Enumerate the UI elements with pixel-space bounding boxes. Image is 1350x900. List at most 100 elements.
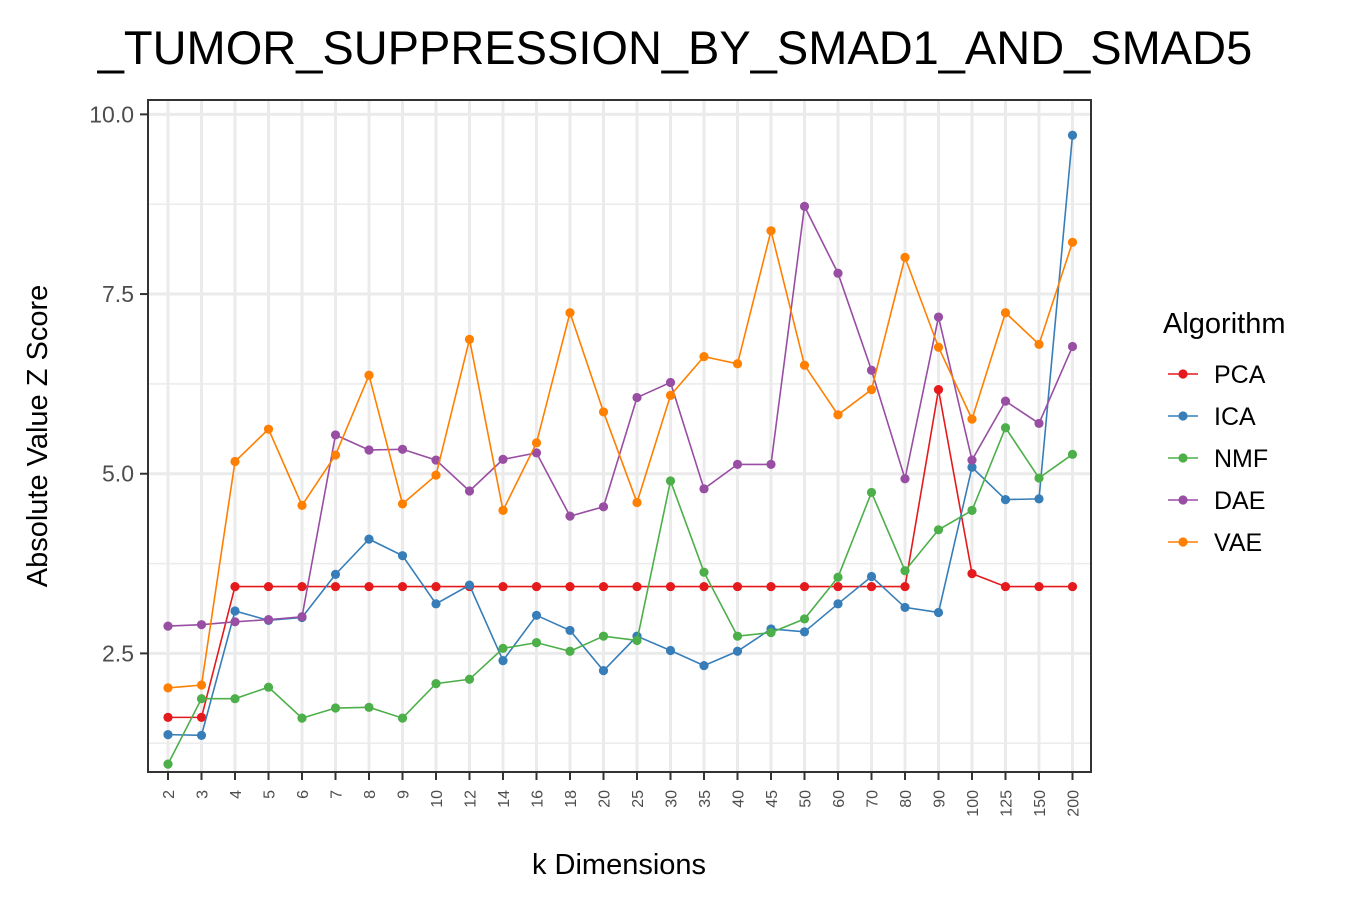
x-tick-label: 45	[764, 790, 781, 808]
data-point-dae	[732, 459, 743, 469]
x-tick-label: 100	[965, 790, 982, 817]
y-axis-title: Absolute Value Z Score	[22, 285, 54, 588]
data-point-dae	[297, 612, 307, 622]
legend-label: DAE	[1214, 487, 1265, 515]
data-point-dae	[364, 445, 374, 455]
data-point-vae	[933, 342, 944, 352]
legend-key-point	[1178, 495, 1188, 505]
legend-item-pca: PCA	[1168, 361, 1266, 389]
series-nmf	[163, 423, 1078, 769]
data-point-vae	[263, 424, 274, 434]
legend-title: Algorithm	[1163, 308, 1286, 340]
series-dae	[163, 201, 1078, 631]
data-point-pca	[766, 581, 776, 592]
x-tick-label: 90	[932, 790, 949, 808]
data-point-vae	[900, 252, 910, 262]
data-point-dae	[397, 444, 408, 454]
data-point-dae	[866, 365, 877, 375]
data-point-dae	[699, 484, 709, 494]
data-point-nmf	[163, 759, 173, 769]
data-point-vae	[196, 680, 207, 690]
data-point-nmf	[1034, 473, 1044, 483]
x-tick-label: 7	[329, 790, 346, 799]
data-point-dae	[665, 377, 676, 388]
data-point-ica	[665, 645, 676, 656]
data-point-vae	[297, 500, 307, 510]
data-point-nmf	[464, 674, 475, 684]
data-point-ica	[531, 610, 542, 620]
data-point-pca	[632, 581, 642, 592]
data-point-pca	[163, 712, 173, 722]
legend-items: PCA ICA NMF DAE VAE	[1168, 361, 1268, 557]
grid	[148, 100, 1091, 772]
data-point-nmf	[967, 505, 977, 515]
data-point-dae	[464, 486, 475, 496]
data-point-pca	[230, 581, 240, 592]
data-point-pca	[1034, 581, 1044, 592]
data-point-vae	[364, 370, 374, 380]
data-point-ica	[1000, 495, 1011, 505]
data-point-pca	[866, 581, 877, 592]
data-point-nmf	[230, 694, 240, 704]
x-axis: 2 3 4 5 6 7 8 9 10 12 14 16 18 20 25 30 35 40 45 50 60 70 80 90…	[161, 772, 1083, 817]
data-point-vae	[665, 390, 676, 400]
data-point-ica	[330, 569, 341, 579]
data-point-pca	[699, 581, 709, 592]
data-point-pca	[900, 581, 910, 592]
data-point-ica	[799, 627, 810, 637]
data-point-vae	[531, 438, 542, 448]
data-point-vae	[431, 470, 441, 480]
chart-title: _TUMOR_SUPPRESSION_BY_SMAD1_AND_SMAD5	[97, 21, 1252, 74]
data-point-ica	[464, 580, 475, 590]
series-line-pca	[168, 389, 1073, 719]
data-point-nmf	[799, 614, 810, 624]
data-point-nmf	[866, 487, 877, 498]
series-line-nmf	[167, 426, 1073, 765]
data-point-dae	[933, 312, 944, 322]
data-point-dae	[967, 455, 977, 465]
x-tick-label: 16	[530, 790, 547, 808]
x-tick-label: 70	[865, 790, 882, 808]
data-point-nmf	[263, 682, 274, 692]
x-tick-label: 80	[898, 790, 915, 808]
data-point-vae	[330, 450, 341, 460]
data-point-nmf	[900, 566, 910, 576]
data-point-pca	[565, 581, 575, 592]
data-point-nmf	[364, 702, 374, 712]
data-point-vae	[866, 385, 877, 395]
data-point-dae	[1067, 341, 1078, 352]
data-point-ica	[196, 730, 207, 740]
legend-key-point	[1178, 453, 1188, 463]
data-point-dae	[766, 459, 776, 469]
data-point-ica	[598, 666, 609, 676]
data-point-ica	[1067, 130, 1078, 140]
data-point-nmf	[665, 476, 676, 486]
data-point-nmf	[397, 713, 408, 723]
data-point-nmf	[565, 646, 575, 656]
data-point-dae	[799, 201, 810, 211]
data-point-nmf	[732, 631, 743, 641]
series-layer	[163, 130, 1078, 769]
legend-key-point	[1178, 411, 1188, 421]
data-point-dae	[230, 617, 240, 627]
data-point-ica	[699, 661, 709, 671]
data-point-dae	[263, 615, 274, 625]
data-point-pca	[498, 581, 508, 592]
data-point-dae	[196, 620, 207, 630]
data-point-pca	[330, 581, 341, 592]
data-point-pca	[799, 581, 810, 592]
data-point-ica	[967, 462, 977, 472]
data-point-pca	[933, 385, 944, 395]
data-point-vae	[732, 359, 743, 369]
legend-item-dae: DAE	[1168, 487, 1265, 515]
plot-border	[147, 99, 1092, 773]
data-point-pca	[732, 581, 743, 592]
x-tick-label: 12	[463, 790, 480, 808]
legend-item-nmf: NMF	[1168, 445, 1268, 473]
data-point-nmf	[1000, 423, 1011, 433]
data-point-vae	[766, 226, 776, 236]
x-tick-label: 6	[295, 790, 312, 799]
data-point-nmf	[632, 635, 642, 646]
x-tick-label: 3	[195, 790, 212, 799]
x-tick-label: 40	[731, 790, 748, 808]
